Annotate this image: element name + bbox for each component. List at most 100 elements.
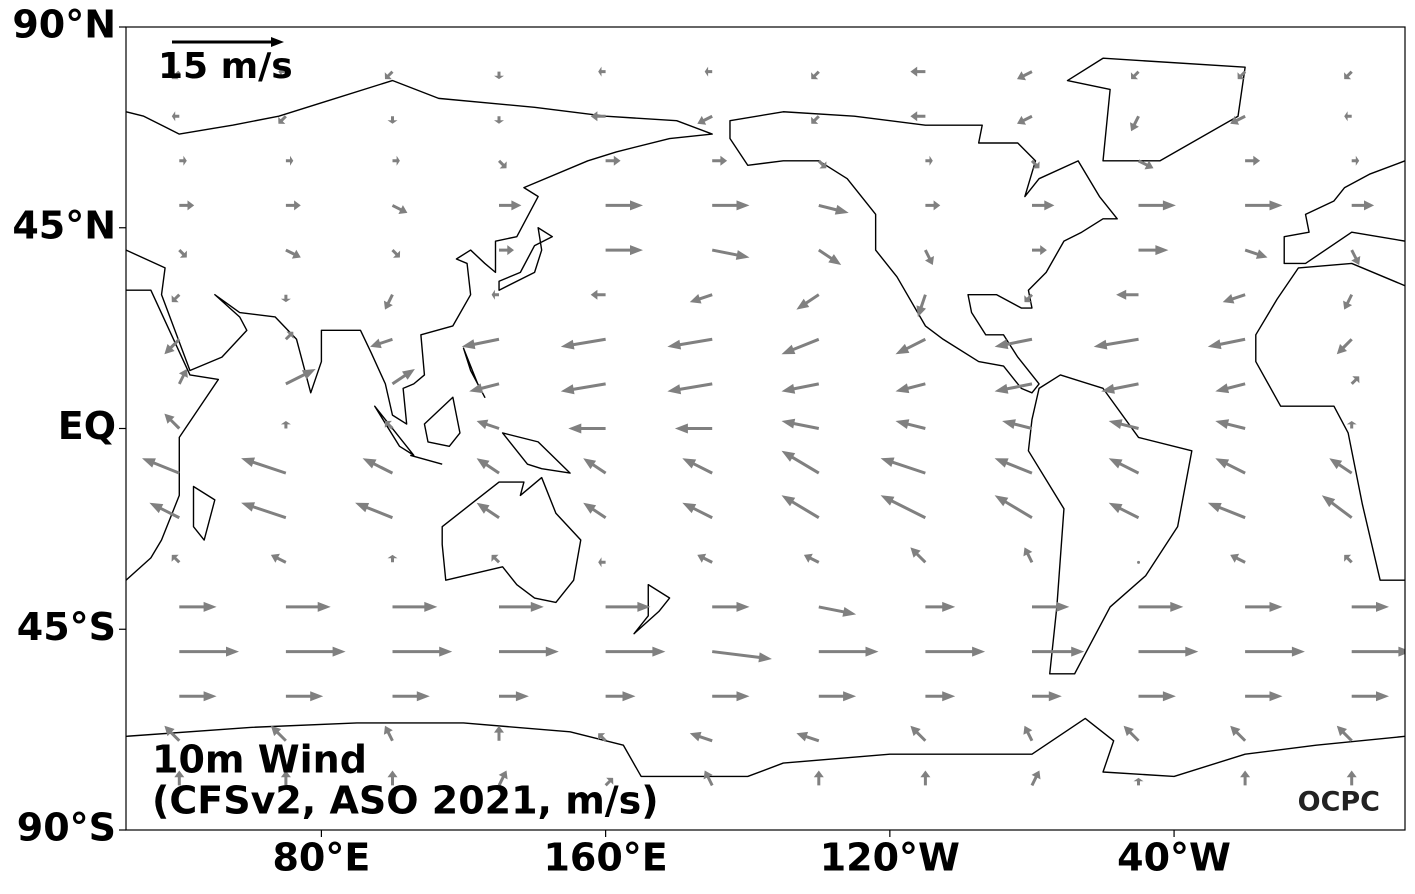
wind-vector bbox=[925, 155, 933, 166]
wind-vector bbox=[355, 502, 393, 520]
north-america bbox=[730, 112, 1117, 393]
wind-vector bbox=[392, 601, 438, 612]
wind-vector bbox=[704, 66, 713, 77]
wind-vector bbox=[560, 337, 606, 350]
wind-vector bbox=[278, 66, 286, 77]
wind-vector bbox=[1344, 111, 1352, 122]
wind-vector bbox=[916, 294, 927, 318]
wind-vector bbox=[1130, 115, 1140, 132]
wind-vector bbox=[1032, 646, 1085, 657]
wind-vector bbox=[1032, 601, 1070, 612]
wind-vector bbox=[598, 557, 606, 568]
wind-vector bbox=[164, 338, 181, 355]
wind-vector bbox=[164, 725, 181, 742]
wind-vector bbox=[1215, 458, 1246, 475]
wind-vector bbox=[1101, 382, 1139, 394]
wind-vector bbox=[925, 601, 956, 612]
wind-vector bbox=[1002, 419, 1033, 430]
wind-vector bbox=[895, 337, 926, 355]
wind-vector bbox=[1350, 249, 1361, 265]
wind-vector bbox=[391, 204, 408, 214]
wind-vector bbox=[689, 731, 713, 743]
wind-vector bbox=[689, 293, 713, 304]
wind-vector bbox=[796, 293, 820, 310]
wind-vector bbox=[1344, 70, 1353, 80]
wind-vector bbox=[171, 70, 181, 80]
europe bbox=[1284, 161, 1405, 264]
title-line-1: 10m Wind bbox=[152, 738, 367, 782]
wind-vector bbox=[817, 159, 827, 169]
wind-vector bbox=[781, 450, 820, 475]
wind-vector bbox=[818, 204, 849, 215]
wind-vector bbox=[494, 116, 504, 124]
wind-vector bbox=[280, 294, 291, 303]
wind-vector bbox=[383, 294, 394, 310]
wind-vector bbox=[1138, 691, 1176, 702]
wind-vector bbox=[895, 382, 926, 394]
wind-vector bbox=[781, 495, 820, 519]
wind-vector bbox=[1108, 502, 1140, 520]
wind-vector bbox=[1245, 691, 1283, 702]
wind-vector bbox=[499, 601, 544, 612]
wind-vector bbox=[910, 111, 926, 122]
wind-vector bbox=[711, 248, 750, 260]
wind-vector bbox=[1123, 725, 1140, 742]
reference-label: 15 m/s bbox=[158, 46, 293, 87]
wind-vector bbox=[994, 458, 1033, 475]
wind-vector bbox=[712, 200, 750, 211]
wind-vector bbox=[880, 457, 926, 475]
wind-vector bbox=[1245, 200, 1283, 211]
wind-vector bbox=[499, 646, 559, 657]
wind-vector bbox=[1321, 495, 1353, 519]
wind-vector bbox=[164, 413, 181, 430]
x-tick-label: 80°E bbox=[272, 836, 370, 880]
wind-vector bbox=[818, 605, 857, 617]
wind-vector bbox=[1032, 200, 1055, 211]
wind-vector bbox=[179, 691, 217, 702]
wind-vector bbox=[1030, 159, 1040, 169]
wind-vector bbox=[781, 382, 820, 394]
wind-vector bbox=[280, 421, 291, 429]
africa-west bbox=[1256, 263, 1405, 580]
wind-vector bbox=[278, 115, 287, 124]
japan bbox=[499, 228, 552, 290]
wind-vector bbox=[1222, 293, 1246, 304]
wind-vector bbox=[605, 200, 643, 211]
wind-vector bbox=[171, 554, 181, 564]
wind-vector bbox=[179, 646, 239, 657]
wind-vector bbox=[149, 502, 180, 520]
wind-vector bbox=[910, 547, 927, 564]
wind-vector bbox=[880, 495, 926, 520]
wind-vector bbox=[1350, 376, 1360, 385]
wind-vector bbox=[392, 155, 400, 166]
wind-vector bbox=[598, 66, 606, 77]
wind-vector bbox=[1343, 294, 1353, 310]
wind-vector bbox=[560, 382, 606, 395]
wind-vector bbox=[285, 646, 346, 657]
wind-vector bbox=[1230, 114, 1246, 125]
wind-vector bbox=[1023, 725, 1034, 742]
wind-vector bbox=[1240, 770, 1251, 786]
wind-vector bbox=[270, 553, 287, 564]
wind-vector bbox=[179, 155, 187, 166]
wind-vector bbox=[1138, 601, 1184, 612]
wind-vector bbox=[994, 382, 1033, 394]
wind-vector bbox=[476, 419, 500, 430]
wind-vector bbox=[285, 155, 294, 166]
wind-vector bbox=[178, 249, 187, 258]
wind-vector bbox=[1245, 155, 1261, 166]
borneo bbox=[424, 397, 460, 446]
wind-vector bbox=[142, 458, 180, 475]
wind-vector bbox=[781, 418, 820, 430]
wind-vector bbox=[703, 770, 714, 787]
wind-vector bbox=[171, 111, 180, 122]
wind-vector bbox=[712, 650, 772, 663]
wind-vector bbox=[1351, 646, 1405, 657]
wind-vector bbox=[1093, 337, 1139, 350]
wind-vector bbox=[813, 770, 824, 786]
wind-vector bbox=[994, 495, 1033, 519]
wind-vector bbox=[667, 382, 713, 395]
wind-vector bbox=[1108, 458, 1140, 475]
